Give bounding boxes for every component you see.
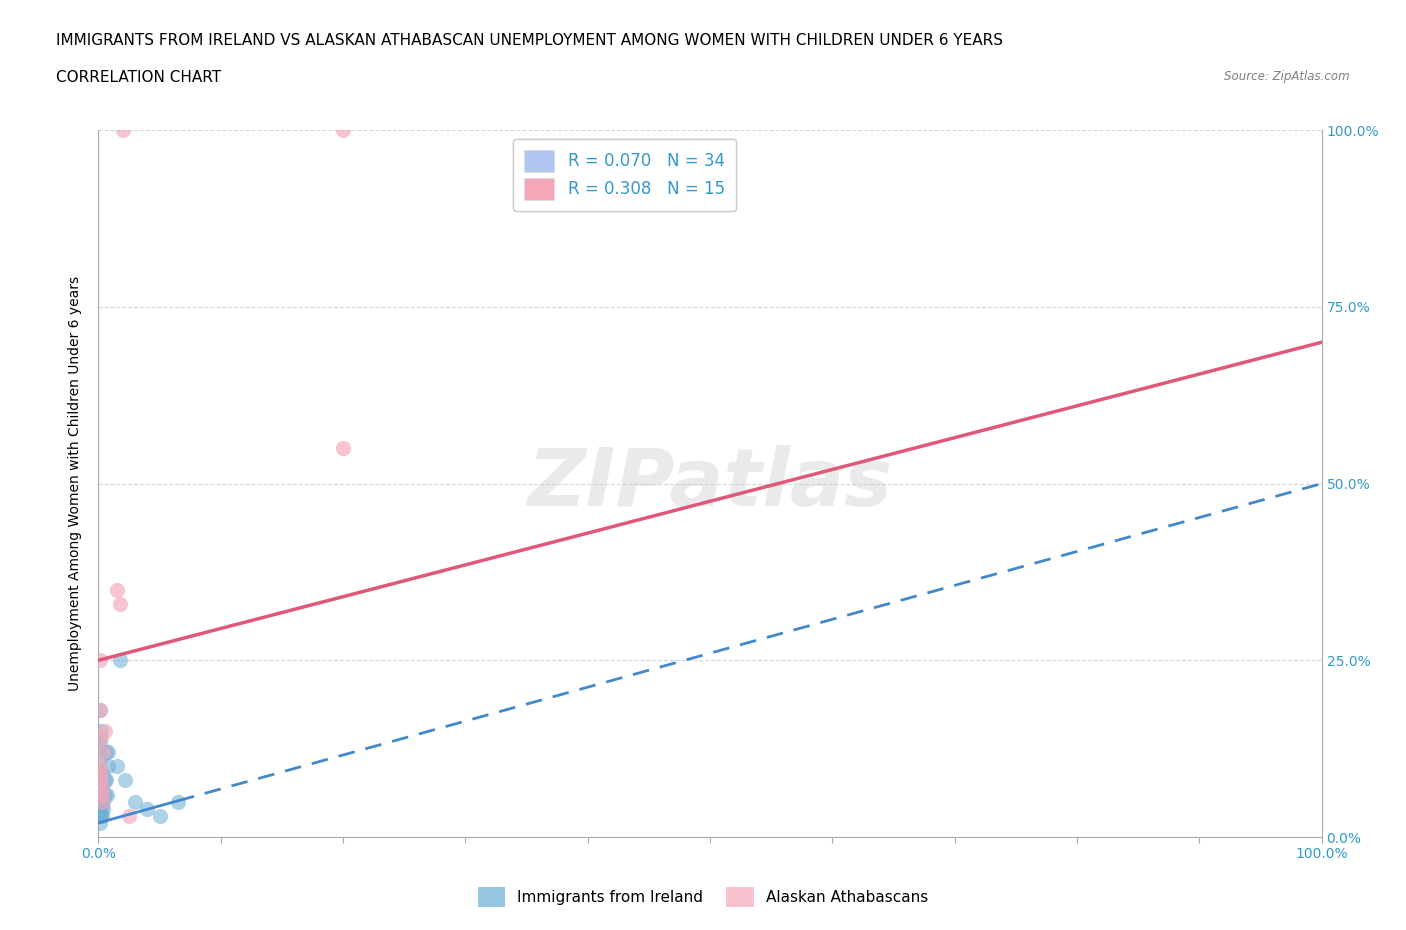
Point	[91, 766, 114, 781]
Point	[90, 794, 112, 809]
Point	[136, 802, 159, 817]
Point	[90, 731, 112, 746]
Point	[332, 123, 354, 138]
Point	[90, 808, 112, 823]
Point	[89, 702, 111, 717]
Point	[105, 759, 128, 774]
Text: Source: ZipAtlas.com: Source: ZipAtlas.com	[1225, 70, 1350, 83]
Point	[90, 766, 112, 781]
Point	[114, 773, 136, 788]
Point	[167, 794, 190, 809]
Point	[91, 808, 114, 823]
Point	[110, 596, 132, 611]
Point	[124, 794, 146, 809]
Point	[89, 808, 111, 823]
Point	[89, 816, 111, 830]
Point	[94, 745, 117, 760]
Point	[111, 123, 134, 138]
Legend: R = 0.070   N = 34, R = 0.308   N = 15: R = 0.070 N = 34, R = 0.308 N = 15	[513, 139, 737, 211]
Point	[97, 745, 120, 760]
Point	[89, 751, 111, 766]
Point	[93, 724, 115, 738]
Point	[89, 653, 111, 668]
Point	[90, 794, 112, 809]
Point	[91, 745, 114, 760]
Point	[97, 759, 120, 774]
Point	[90, 766, 112, 781]
Point	[91, 780, 114, 795]
Text: ZIPatlas: ZIPatlas	[527, 445, 893, 523]
Y-axis label: Unemployment Among Women with Children Under 6 years: Unemployment Among Women with Children U…	[69, 276, 83, 691]
Point	[89, 731, 111, 746]
Point	[90, 802, 112, 817]
Point	[90, 724, 112, 738]
Legend: Immigrants from Ireland, Alaskan Athabascans: Immigrants from Ireland, Alaskan Athabas…	[471, 882, 935, 913]
Point	[91, 802, 114, 817]
Text: IMMIGRANTS FROM IRELAND VS ALASKAN ATHABASCAN UNEMPLOYMENT AMONG WOMEN WITH CHIL: IMMIGRANTS FROM IRELAND VS ALASKAN ATHAB…	[56, 33, 1004, 47]
Point	[89, 794, 111, 809]
Point	[96, 787, 118, 802]
Point	[332, 441, 354, 456]
Point	[91, 794, 114, 809]
Text: CORRELATION CHART: CORRELATION CHART	[56, 70, 221, 85]
Point	[91, 794, 114, 809]
Point	[91, 787, 114, 802]
Point	[118, 808, 141, 823]
Point	[89, 759, 111, 774]
Point	[89, 780, 111, 795]
Point	[93, 787, 115, 802]
Point	[89, 737, 111, 752]
Point	[94, 773, 117, 788]
Point	[149, 808, 172, 823]
Point	[89, 702, 111, 717]
Point	[93, 773, 115, 788]
Point	[105, 582, 128, 597]
Point	[90, 773, 112, 788]
Point	[91, 780, 114, 795]
Point	[110, 653, 132, 668]
Point	[91, 787, 114, 802]
